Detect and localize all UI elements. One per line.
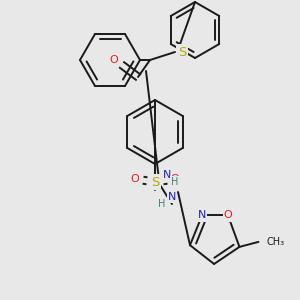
- Text: H: H: [171, 177, 179, 187]
- Text: N: N: [168, 192, 176, 202]
- Text: O: O: [171, 174, 179, 184]
- Text: O: O: [130, 174, 140, 184]
- Text: H: H: [158, 199, 166, 209]
- Text: CH₃: CH₃: [266, 237, 285, 247]
- Text: N: N: [163, 170, 171, 180]
- Text: S: S: [151, 176, 159, 188]
- Text: N: N: [198, 211, 206, 220]
- Text: O: O: [110, 55, 118, 65]
- Text: S: S: [178, 46, 186, 59]
- Text: O: O: [224, 211, 232, 220]
